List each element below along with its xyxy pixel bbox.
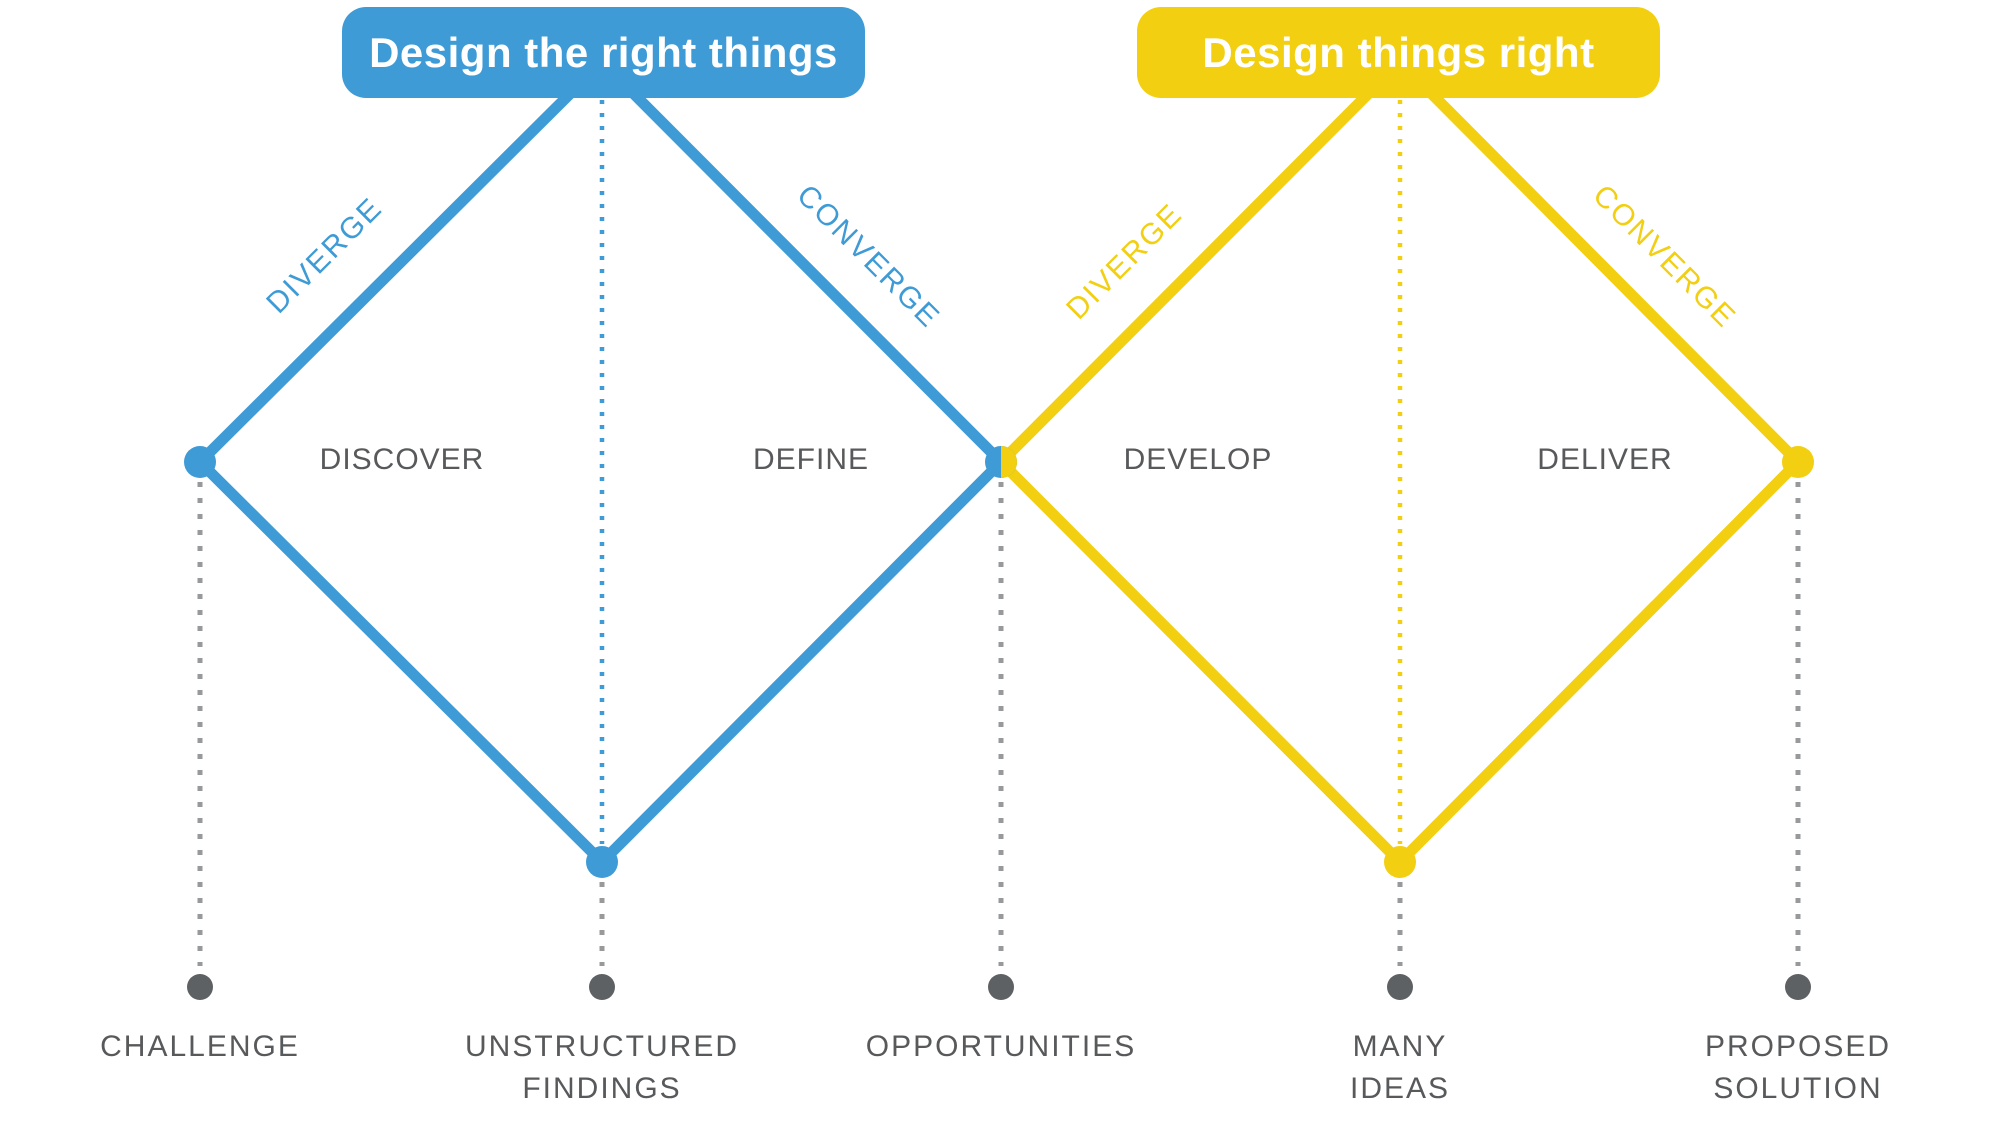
phase-deliver: DELIVER — [1537, 443, 1673, 476]
challenge-milestone-dot — [187, 974, 213, 1000]
milestone-opportunities: OPPORTUNITIES — [865, 1030, 1137, 1063]
challenge-vertex-dot — [184, 446, 216, 478]
milestone-many-ideas: MANY IDEAS — [1349, 1030, 1451, 1105]
unstructured-findings-vertex-dot — [586, 846, 618, 878]
header-design-things-right: Design things right — [1137, 7, 1660, 98]
milestone-unstructured-findings: UNSTRUCTURED FINDINGS — [465, 1030, 739, 1105]
many-ideas-vertex-dot — [1384, 846, 1416, 878]
milestone-challenge: CHALLENGE — [100, 1030, 300, 1063]
proposed-solution-vertex-dot — [1782, 446, 1814, 478]
phase-develop: DEVELOP — [1123, 443, 1273, 476]
phase-discover: DISCOVER — [319, 443, 485, 476]
header-design-the-right-things: Design the right things — [342, 7, 865, 98]
unstructured-findings-milestone-dot — [589, 974, 615, 1000]
opportunities-milestone-dot — [988, 974, 1014, 1000]
opportunities-vertex-dot-right-half — [1001, 446, 1017, 478]
milestone-proposed-solution: PROPOSED SOLUTION — [1704, 1030, 1892, 1105]
proposed-solution-milestone-dot — [1785, 974, 1811, 1000]
phase-define: DEFINE — [752, 443, 870, 476]
many-ideas-milestone-dot — [1387, 974, 1413, 1000]
